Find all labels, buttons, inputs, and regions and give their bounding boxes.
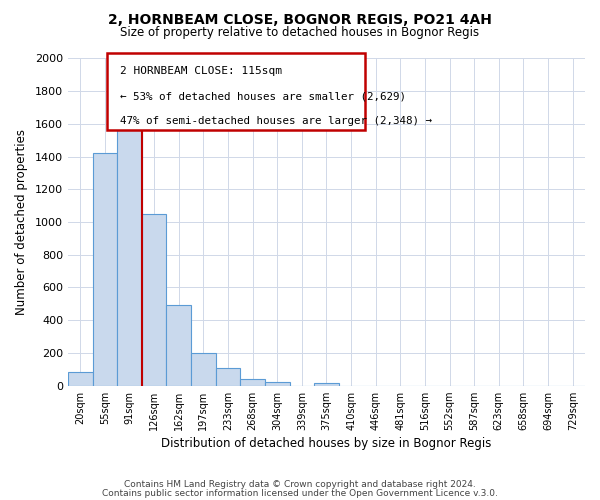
Text: 2, HORNBEAM CLOSE, BOGNOR REGIS, PO21 4AH: 2, HORNBEAM CLOSE, BOGNOR REGIS, PO21 4A… [108,12,492,26]
Bar [68,372,92,386]
Bar [240,379,265,386]
Text: Size of property relative to detached houses in Bognor Regis: Size of property relative to detached ho… [121,26,479,39]
Text: ← 53% of detached houses are smaller (2,629): ← 53% of detached houses are smaller (2,… [119,91,406,101]
Bar [166,306,191,386]
Y-axis label: Number of detached properties: Number of detached properties [15,129,28,315]
Bar [215,368,240,386]
Text: Contains HM Land Registry data © Crown copyright and database right 2024.: Contains HM Land Registry data © Crown c… [124,480,476,489]
Bar [142,214,166,386]
Text: 2 HORNBEAM CLOSE: 115sqm: 2 HORNBEAM CLOSE: 115sqm [119,66,281,76]
Bar [191,353,215,386]
Bar [265,382,290,386]
FancyBboxPatch shape [107,54,365,130]
Bar [117,122,142,386]
Text: Contains public sector information licensed under the Open Government Licence v.: Contains public sector information licen… [102,488,498,498]
X-axis label: Distribution of detached houses by size in Bognor Regis: Distribution of detached houses by size … [161,437,491,450]
Bar [92,153,117,386]
Bar [314,383,339,386]
Text: 47% of semi-detached houses are larger (2,348) →: 47% of semi-detached houses are larger (… [119,116,431,126]
